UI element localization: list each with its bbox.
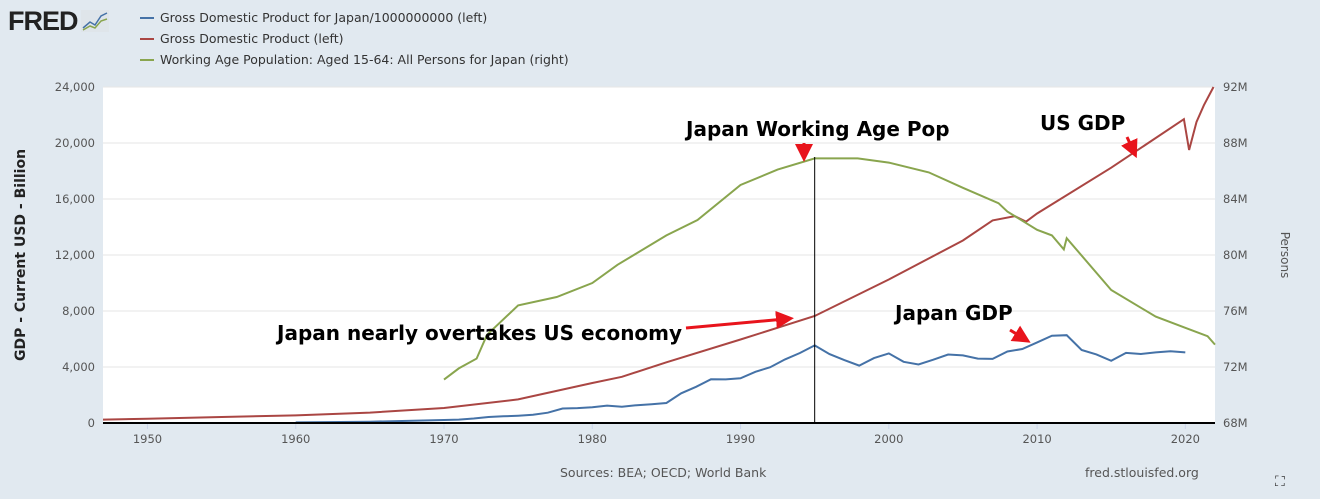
annotation-arrow — [685, 310, 794, 330]
sources-text: Sources: BEA; OECD; World Bank — [560, 465, 767, 480]
x-tick-label: 2020 — [1171, 432, 1200, 446]
y2-tick-label: 84M — [1223, 192, 1248, 206]
x-tick-label: 1970 — [429, 432, 458, 446]
legend-item-japan-gdp[interactable]: Gross Domestic Product for Japan/1000000… — [140, 10, 487, 25]
series-line-0[interactable] — [295, 334, 1186, 424]
fullscreen-icon[interactable]: ⛶ — [1275, 474, 1285, 490]
y-tick-label: 4,000 — [62, 360, 95, 374]
annotation-arrow — [1009, 325, 1031, 343]
fred-logo[interactable]: FRED — [8, 6, 109, 37]
y2-axis-label: Persons — [1278, 232, 1292, 279]
y2-tick-label: 92M — [1223, 80, 1248, 94]
x-tick-label: 1990 — [726, 432, 755, 446]
series-line-1[interactable] — [102, 86, 1215, 421]
x-tick-label: 2010 — [1022, 432, 1051, 446]
x-tick-label: 1980 — [578, 432, 607, 446]
x-tick-label: 1950 — [133, 432, 162, 446]
y-tick-label: 16,000 — [55, 192, 95, 206]
x-tick-label: 2000 — [874, 432, 903, 446]
legend-swatch — [140, 16, 154, 19]
annotation-japan-nearly-overtakes: Japan nearly overtakes US economy — [275, 321, 682, 345]
x-tick-label: 1960 — [281, 432, 310, 446]
y2-tick-label: 72M — [1223, 360, 1248, 374]
y-tick-label: 0 — [88, 416, 95, 430]
y2-tick-label: 88M — [1223, 136, 1248, 150]
y2-tick-label: 68M — [1223, 416, 1248, 430]
annotations: Japan Working Age Pop US GDP Japan nearl… — [275, 111, 1138, 345]
annotation-japan-working-age-pop: Japan Working Age Pop — [684, 117, 950, 141]
y-tick-label: 20,000 — [55, 136, 95, 150]
fred-chart-icon — [80, 10, 109, 32]
y-tick-label: 24,000 — [55, 80, 95, 94]
series-line-2[interactable] — [443, 157, 1216, 381]
annotation-us-gdp: US GDP — [1040, 111, 1125, 135]
annotation-arrow — [1121, 136, 1138, 159]
y2-tick-label: 80M — [1223, 248, 1248, 262]
legend-item-us-gdp[interactable]: Gross Domestic Product (left) — [140, 31, 344, 46]
legend-swatch — [140, 58, 154, 61]
fred-url-link[interactable]: fred.stlouisfed.org — [1085, 465, 1199, 480]
y-axis-label: GDP - Current USD - Billion — [13, 149, 29, 361]
legend-swatch — [140, 37, 154, 40]
y2-tick-label: 76M — [1223, 304, 1248, 318]
annotation-japan-gdp: Japan GDP — [893, 301, 1013, 325]
y-tick-label: 8,000 — [62, 304, 95, 318]
y-tick-label: 12,000 — [55, 248, 95, 262]
legend-item-japan-population[interactable]: Working Age Population: Aged 15-64: All … — [140, 52, 569, 67]
